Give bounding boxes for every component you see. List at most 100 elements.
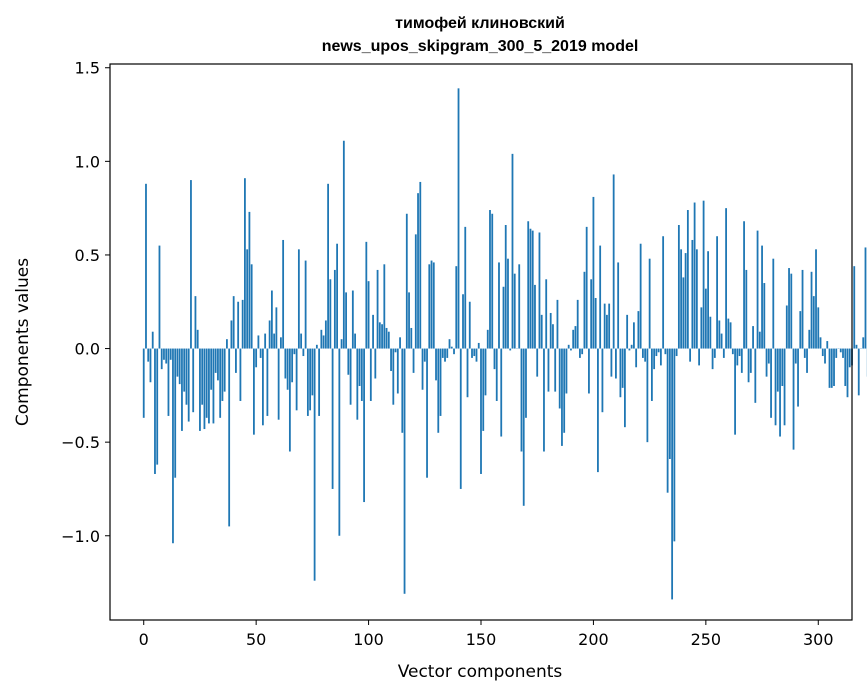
bar-292 xyxy=(799,311,802,349)
bar-194 xyxy=(579,348,581,358)
bar-22 xyxy=(192,348,195,413)
bar-301 xyxy=(819,337,822,349)
bar-215 xyxy=(626,314,629,349)
bar-198 xyxy=(588,348,590,394)
y-tick-label: 0.5 xyxy=(75,246,100,265)
bar-285 xyxy=(783,348,786,426)
bar-120 xyxy=(412,348,415,373)
bar-216 xyxy=(628,348,631,351)
bar-61 xyxy=(279,337,282,349)
bar-99 xyxy=(365,241,368,349)
bar-282 xyxy=(776,348,779,392)
bar-18 xyxy=(183,348,186,392)
bar-212 xyxy=(619,348,622,398)
bar-112 xyxy=(394,348,397,353)
bar-160 xyxy=(502,286,505,349)
y-tick-label: 0.0 xyxy=(75,340,100,359)
bar-56 xyxy=(268,320,271,349)
bar-23 xyxy=(194,296,197,349)
bar-28 xyxy=(205,348,208,418)
bar-185 xyxy=(558,348,561,409)
bar-141 xyxy=(459,348,462,489)
bar-231 xyxy=(662,236,665,349)
bar-161 xyxy=(504,225,507,349)
bar-26 xyxy=(201,348,204,405)
bar-164 xyxy=(511,153,514,349)
bar-267 xyxy=(743,221,745,349)
bar-116 xyxy=(403,348,406,594)
bar-140 xyxy=(457,88,460,349)
bar-313 xyxy=(846,348,849,398)
bar-5 xyxy=(154,348,156,474)
bar-68 xyxy=(295,348,298,411)
bar-286 xyxy=(785,305,788,349)
bar-237 xyxy=(675,348,678,357)
bar-27 xyxy=(203,348,206,430)
bar-243 xyxy=(689,348,692,362)
bar-306 xyxy=(830,348,833,388)
bar-259 xyxy=(725,208,727,349)
bar-178 xyxy=(543,348,545,452)
bar-284 xyxy=(781,348,784,386)
bar-13 xyxy=(172,348,174,544)
bar-203 xyxy=(599,245,602,349)
bar-268 xyxy=(745,269,748,349)
bar-46 xyxy=(246,249,249,349)
bar-316 xyxy=(853,266,856,349)
bar-143 xyxy=(464,226,467,349)
bar-150 xyxy=(480,348,482,474)
bar-191 xyxy=(572,329,575,349)
bar-53 xyxy=(262,348,264,426)
bar-252 xyxy=(709,316,712,349)
bar-204 xyxy=(601,348,604,413)
bar-278 xyxy=(767,348,770,364)
bar-127 xyxy=(428,264,431,349)
bar-274 xyxy=(758,331,761,349)
bar-38 xyxy=(228,348,231,527)
bar-156 xyxy=(493,348,496,370)
bar-100 xyxy=(367,281,370,349)
chart-title-line-1: тимофей клиновский xyxy=(395,15,565,32)
bar-51 xyxy=(257,335,260,349)
bar-265 xyxy=(738,348,741,357)
bar-254 xyxy=(713,348,716,358)
bar-147 xyxy=(473,348,476,357)
bar-55 xyxy=(266,348,269,416)
bar-37 xyxy=(226,339,228,349)
bar-152 xyxy=(484,348,487,396)
x-tick-label: 200 xyxy=(578,630,609,649)
bar-177 xyxy=(540,314,543,349)
bar-139 xyxy=(455,266,458,349)
bar-256 xyxy=(718,320,721,349)
bar-136 xyxy=(448,339,451,349)
bar-202 xyxy=(597,348,599,473)
bar-302 xyxy=(821,348,824,357)
bar-117 xyxy=(405,213,408,349)
bar-273 xyxy=(756,230,759,349)
bar-189 xyxy=(567,344,570,349)
bar-298 xyxy=(812,296,815,349)
bar-19 xyxy=(185,348,188,405)
bar-171 xyxy=(527,221,530,349)
bar-199 xyxy=(590,279,593,349)
bar-0 xyxy=(142,348,145,418)
bar-241 xyxy=(684,253,687,349)
bar-245 xyxy=(693,202,696,349)
bar-20 xyxy=(187,348,190,422)
bar-181 xyxy=(549,312,552,349)
bar-122 xyxy=(417,193,419,349)
bar-281 xyxy=(774,348,777,426)
x-tick-label: 250 xyxy=(691,630,722,649)
bar-131 xyxy=(437,348,440,433)
bar-209 xyxy=(612,174,615,349)
bar-142 xyxy=(462,294,464,349)
bar-300 xyxy=(817,307,820,349)
bar-43 xyxy=(239,348,242,401)
bar-17 xyxy=(181,348,183,431)
bar-180 xyxy=(547,348,550,392)
bar-291 xyxy=(797,348,799,407)
bar-247 xyxy=(698,348,700,366)
bar-297 xyxy=(810,271,813,349)
bar-106 xyxy=(381,324,383,349)
bar-89 xyxy=(342,140,345,349)
